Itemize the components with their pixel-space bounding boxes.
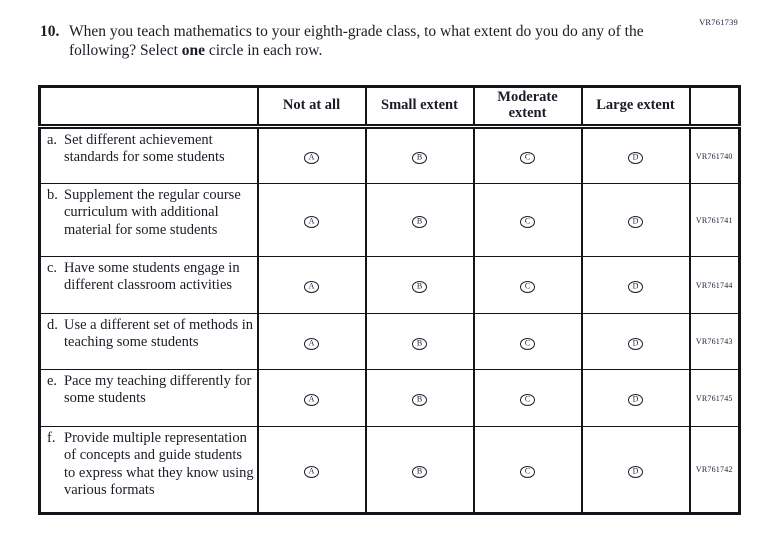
row-letter: c. xyxy=(47,260,58,276)
table-row-d: d. Use a different set of methods in tea… xyxy=(38,313,741,370)
statement-cell: c. Have some students engage in differen… xyxy=(38,256,259,314)
option-circle-b[interactable]: B xyxy=(412,394,427,406)
option-cell-not-at-all: A xyxy=(256,426,367,514)
question-text-part2: circle in each row. xyxy=(205,41,323,59)
option-circle-c[interactable]: C xyxy=(520,337,535,350)
column-header-not-at-all: Not at all xyxy=(256,86,367,129)
option-circle-b[interactable]: B xyxy=(412,152,427,164)
header-row: Not at all Small extent Moderate extent … xyxy=(38,86,741,129)
row-letter: a. xyxy=(47,132,58,148)
question-block: 10. When you teach mathematics to your e… xyxy=(40,23,661,61)
row-code: VR761742 xyxy=(688,426,741,514)
question-text: When you teach mathematics to your eight… xyxy=(69,23,661,61)
row-letter: e. xyxy=(47,373,58,389)
option-cell-moderate-extent: C xyxy=(472,313,583,370)
option-circle-a[interactable]: A xyxy=(304,216,319,228)
option-circle-d[interactable]: D xyxy=(628,281,643,293)
option-cell-large-extent: D xyxy=(580,183,691,257)
option-cell-moderate-extent: C xyxy=(472,256,583,314)
option-circle-a[interactable]: A xyxy=(304,281,319,293)
page-code: VR761739 xyxy=(699,17,738,27)
option-circle-b[interactable]: B xyxy=(412,337,427,350)
row-statement: Pace my teaching differently for some st… xyxy=(64,373,252,407)
response-table: Not at all Small extent Moderate extent … xyxy=(38,85,741,515)
row-statement: Supplement the regular course curriculum… xyxy=(64,187,241,238)
option-circle-b[interactable]: B xyxy=(412,465,427,478)
column-header-large-extent: Large extent xyxy=(580,86,691,129)
option-cell-not-at-all: A xyxy=(256,313,367,370)
option-cell-small-extent: B xyxy=(364,426,475,514)
option-cell-small-extent: B xyxy=(364,369,475,427)
statement-column-header xyxy=(38,86,259,129)
option-cell-large-extent: D xyxy=(580,256,691,314)
code-column-header xyxy=(688,86,741,129)
option-circle-d[interactable]: D xyxy=(628,394,643,406)
statement-cell: e. Pace my teaching differently for some… xyxy=(38,369,259,427)
row-statement: Provide multiple representation of conce… xyxy=(64,430,254,499)
question-bold-word: one xyxy=(181,41,206,59)
option-cell-not-at-all: A xyxy=(256,126,367,184)
statement-cell: b. Supplement the regular course curricu… xyxy=(38,183,259,257)
row-code: VR761745 xyxy=(688,369,741,427)
option-circle-d[interactable]: D xyxy=(628,152,643,164)
option-circle-c[interactable]: C xyxy=(520,152,535,164)
option-circle-b[interactable]: B xyxy=(412,281,427,293)
statement-cell: a. Set different achievement standards f… xyxy=(38,126,259,184)
row-letter: b. xyxy=(47,187,58,203)
option-circle-c[interactable]: C xyxy=(520,465,535,478)
option-cell-small-extent: B xyxy=(364,183,475,257)
row-statement: Set different achievement standards for … xyxy=(64,132,225,166)
option-cell-not-at-all: A xyxy=(256,369,367,427)
option-cell-moderate-extent: C xyxy=(472,126,583,184)
table-row-e: e. Pace my teaching differently for some… xyxy=(38,369,741,427)
option-circle-c[interactable]: C xyxy=(520,394,535,406)
row-code: VR761740 xyxy=(688,126,741,184)
option-cell-moderate-extent: C xyxy=(472,183,583,257)
option-circle-c[interactable]: C xyxy=(520,216,535,228)
option-cell-large-extent: D xyxy=(580,126,691,184)
statement-cell: d. Use a different set of methods in tea… xyxy=(38,313,259,370)
option-cell-large-extent: D xyxy=(580,426,691,514)
row-code: VR761743 xyxy=(688,313,741,370)
row-code: VR761741 xyxy=(688,183,741,257)
question-number: 10. xyxy=(40,23,60,40)
table-row-c: c. Have some students engage in differen… xyxy=(38,256,741,314)
option-circle-d[interactable]: D xyxy=(628,337,643,350)
option-circle-b[interactable]: B xyxy=(412,216,427,228)
row-statement: Have some students engage in different c… xyxy=(64,260,240,294)
option-cell-large-extent: D xyxy=(580,369,691,427)
option-circle-d[interactable]: D xyxy=(628,465,643,478)
option-cell-moderate-extent: C xyxy=(472,426,583,514)
option-circle-d[interactable]: D xyxy=(628,216,643,228)
statement-cell: f. Provide multiple representation of co… xyxy=(38,426,259,514)
option-circle-a[interactable]: A xyxy=(304,465,319,478)
option-cell-not-at-all: A xyxy=(256,183,367,257)
table-row-f: f. Provide multiple representation of co… xyxy=(38,426,741,514)
option-cell-small-extent: B xyxy=(364,126,475,184)
option-cell-small-extent: B xyxy=(364,313,475,370)
question-text-part1: When you teach mathematics to your eight… xyxy=(69,23,644,59)
row-letter: f. xyxy=(47,430,56,446)
option-circle-a[interactable]: A xyxy=(304,394,319,406)
option-circle-a[interactable]: A xyxy=(304,152,319,164)
table-row-a: a. Set different achievement standards f… xyxy=(38,126,741,184)
column-header-moderate-extent: Moderate extent xyxy=(472,86,583,129)
option-circle-a[interactable]: A xyxy=(304,337,319,350)
table-row-b: b. Supplement the regular course curricu… xyxy=(38,183,741,257)
row-letter: d. xyxy=(47,317,58,333)
option-cell-small-extent: B xyxy=(364,256,475,314)
row-code: VR761744 xyxy=(688,256,741,314)
option-cell-moderate-extent: C xyxy=(472,369,583,427)
option-cell-not-at-all: A xyxy=(256,256,367,314)
option-circle-c[interactable]: C xyxy=(520,281,535,293)
column-header-small-extent: Small extent xyxy=(364,86,475,129)
row-statement: Use a different set of methods in teachi… xyxy=(64,317,253,351)
option-cell-large-extent: D xyxy=(580,313,691,370)
